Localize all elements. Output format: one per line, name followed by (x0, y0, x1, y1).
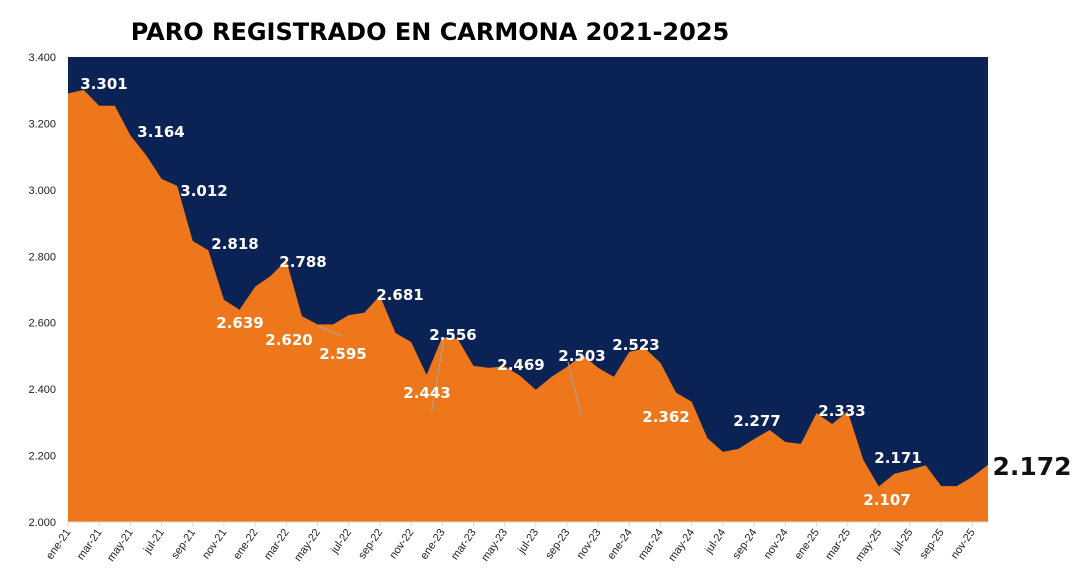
x-tick-label: mar-24 (636, 527, 666, 562)
x-tick-label: may-21 (105, 527, 136, 564)
x-tick-label: ene-21 (44, 527, 73, 562)
x-tick-label: sep-24 (730, 527, 759, 561)
data-label: 2.681 (376, 286, 423, 304)
data-label: 2.171 (874, 449, 921, 467)
x-tick-label: jul-21 (141, 527, 167, 557)
data-label: 2.620 (265, 331, 312, 349)
x-tick-label: ene-23 (418, 527, 447, 562)
x-tick-label: may-22 (292, 527, 323, 564)
data-label: 2.362 (642, 408, 689, 426)
data-label: 2.595 (319, 345, 366, 363)
x-tick-label: nov-22 (387, 527, 416, 561)
x-axis: ene-21 mar-21 may-21 jul-21 sep-21 nov-21 ene-… (44, 521, 988, 564)
data-label: 2.503 (558, 347, 605, 365)
data-label: 2.469 (497, 356, 544, 374)
area-series (68, 89, 988, 523)
x-tick-label: sep-21 (169, 527, 198, 561)
chart-title: PARO REGISTRADO EN CARMONA 2021-2025 (131, 18, 729, 46)
x-tick-label: ene-25 (792, 527, 821, 562)
data-label: 3.301 (80, 75, 127, 93)
leader-line (317, 325, 343, 337)
x-tick-label: mar-22 (262, 527, 292, 562)
y-axis: 2.000 2.200 2.400 2.600 2.800 3.000 3.200 3.400 (28, 52, 56, 529)
y-tick-label: 2.000 (28, 517, 56, 529)
x-tick-label: sep-22 (356, 527, 385, 561)
x-tick-label: nov-23 (575, 527, 604, 561)
x-tick-label: jul-25 (890, 527, 916, 557)
x-tick-label: may-25 (853, 527, 884, 564)
x-tick-label: mar-25 (823, 527, 853, 562)
x-tick-label: sep-23 (543, 527, 572, 561)
x-tick-label: may-23 (479, 527, 510, 564)
data-label: 2.107 (863, 491, 910, 509)
data-label: 2.443 (403, 384, 450, 402)
data-label: 3.012 (180, 182, 227, 200)
data-label: 2.172 (992, 452, 1071, 481)
x-tick-label: nov-21 (200, 527, 229, 561)
data-label: 2.788 (279, 253, 326, 271)
x-tick-label: jul-22 (328, 527, 354, 557)
x-tick-label: may-24 (666, 527, 697, 564)
x-tick-label: sep-25 (918, 527, 947, 561)
x-tick-label: jul-23 (515, 527, 541, 557)
x-tick-label: mar-21 (75, 527, 105, 562)
y-tick-label: 2.600 (28, 318, 56, 330)
data-label: 2.556 (429, 326, 476, 344)
leader-line (567, 361, 582, 416)
y-tick-label: 3.000 (28, 185, 56, 197)
x-tick-label: ene-22 (231, 527, 260, 562)
y-tick-label: 3.400 (28, 52, 56, 64)
data-label: 2.333 (818, 402, 865, 420)
x-tick-label: nov-24 (762, 527, 791, 561)
x-tick-label: mar-23 (449, 527, 479, 562)
leader-line (431, 337, 445, 411)
y-tick-label: 3.200 (28, 118, 56, 130)
x-tick-label: ene-24 (605, 527, 634, 562)
data-label: 2.818 (211, 235, 258, 253)
y-tick-label: 2.200 (28, 451, 56, 463)
y-tick-label: 2.400 (28, 384, 56, 396)
x-tick-label: jul-24 (703, 527, 729, 557)
data-label: 2.639 (216, 314, 263, 332)
y-tick-label: 2.800 (28, 251, 56, 263)
data-label: 2.277 (733, 412, 780, 430)
x-tick-label: nov-25 (949, 527, 978, 561)
data-label: 2.523 (612, 336, 659, 354)
data-label: 3.164 (137, 123, 184, 141)
plot-area (67, 57, 989, 523)
